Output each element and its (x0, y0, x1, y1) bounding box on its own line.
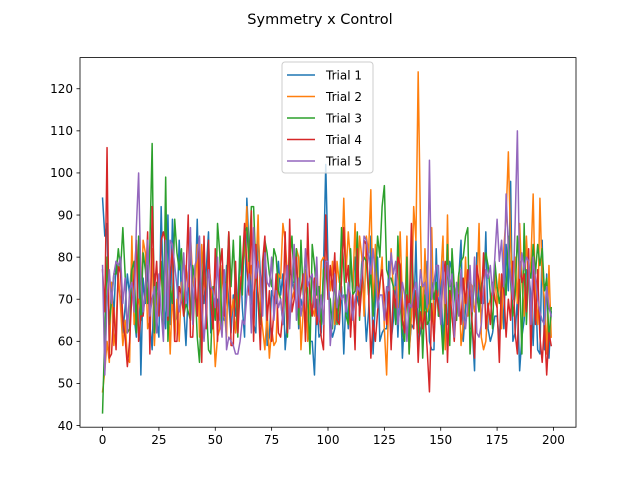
x-tick-label: 75 (264, 433, 279, 447)
series-layer (101, 71, 553, 414)
x-tick-label: 100 (317, 433, 340, 447)
y-tick-label: 110 (50, 124, 73, 138)
y-tick-label: 70 (58, 293, 73, 307)
legend-label-2: Trial 2 (325, 90, 362, 104)
legend-label-3: Trial 3 (325, 111, 362, 125)
legend-label-4: Trial 4 (325, 133, 362, 147)
x-tick-label: 25 (151, 433, 166, 447)
y-tick-label: 90 (58, 208, 73, 222)
legend-label-5: Trial 5 (325, 154, 362, 168)
x-tick-label: 150 (429, 433, 452, 447)
legend-box (281, 61, 374, 174)
x-tick-label: 125 (373, 433, 396, 447)
x-tick-label: 0 (99, 433, 107, 447)
y-tick-label: 100 (50, 166, 73, 180)
series-line-5 (101, 130, 553, 376)
y-tick-label: 50 (58, 377, 73, 391)
y-tick-label: 40 (58, 419, 73, 433)
legend: Trial 1 Trial 2 Trial 3 Trial 4 Trial 5 (281, 61, 374, 174)
x-tick-label: 200 (542, 433, 565, 447)
x-tick-label: 175 (486, 433, 509, 447)
y-tick-label: 60 (58, 335, 73, 349)
chart-title: Symmetry x Control (247, 12, 392, 28)
axes-layer: 0 25 50 75 100 125 150 175 200 40 50 60 70 80 90 100 110… (50, 57, 577, 447)
legend-label-1: Trial 1 (325, 68, 362, 82)
y-tick-label: 80 (58, 250, 73, 264)
series-line-4 (101, 146, 553, 393)
y-tick-label: 120 (50, 82, 73, 96)
x-tick-label: 50 (208, 433, 223, 447)
